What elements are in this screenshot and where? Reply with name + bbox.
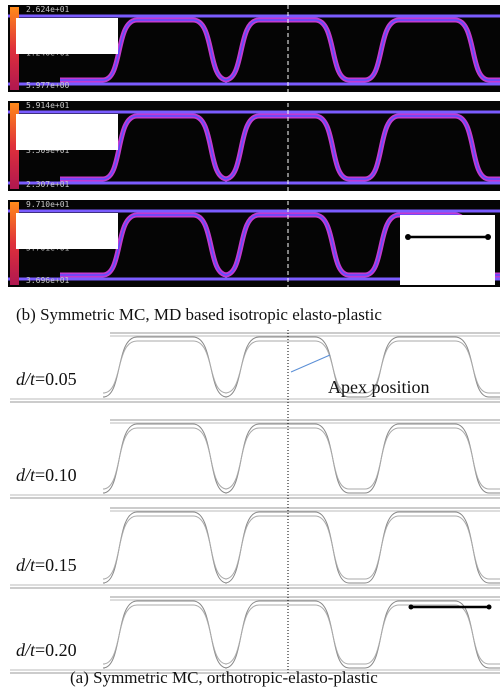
scale-end <box>487 605 492 610</box>
scale-end <box>405 234 411 240</box>
scale-box <box>400 215 495 285</box>
label-variable: d/t <box>16 369 36 389</box>
legend-label: 5.977e+00 <box>26 81 70 90</box>
mask-box <box>16 18 118 54</box>
core-outline <box>103 605 500 664</box>
mask-box <box>16 114 118 150</box>
panel-label: d/t=0.20 <box>16 640 77 660</box>
caption: (a) Symmetric MC, orthotropic-elasto-pla… <box>70 668 378 687</box>
legend-label: 9.710e+01 <box>26 200 70 209</box>
core-outline <box>103 428 500 489</box>
label-variable: d/t <box>16 465 36 485</box>
core-outline <box>103 601 500 668</box>
panel-label: d/t=0.05 <box>16 369 77 389</box>
scale-end <box>485 234 491 240</box>
label-value: =0.15 <box>35 555 77 575</box>
scale-end <box>409 605 414 610</box>
mask-box <box>16 213 118 249</box>
annotation: Apex position <box>328 377 430 397</box>
label-variable: d/t <box>16 555 36 575</box>
legend-label: 2.624e+01 <box>26 5 70 14</box>
label-value: =0.05 <box>35 369 77 389</box>
apex-arrow <box>291 355 330 372</box>
panel-label: d/t=0.10 <box>16 465 77 485</box>
legend-label: 5.914e+01 <box>26 101 70 110</box>
figure: 2.624e+011.246e+015.977e+005.914e+013.50… <box>0 0 502 689</box>
core-outline <box>103 512 500 583</box>
core-outline <box>103 516 500 579</box>
label-value: =0.20 <box>35 640 77 660</box>
legend-label: 3.696e+01 <box>26 276 70 285</box>
core-outline <box>103 424 500 493</box>
legend-label: 2.307e+01 <box>26 180 70 189</box>
caption: (b) Symmetric MC, MD based isotropic ela… <box>16 305 382 324</box>
label-value: =0.10 <box>35 465 77 485</box>
panel-label: d/t=0.15 <box>16 555 77 575</box>
label-variable: d/t <box>16 640 36 660</box>
